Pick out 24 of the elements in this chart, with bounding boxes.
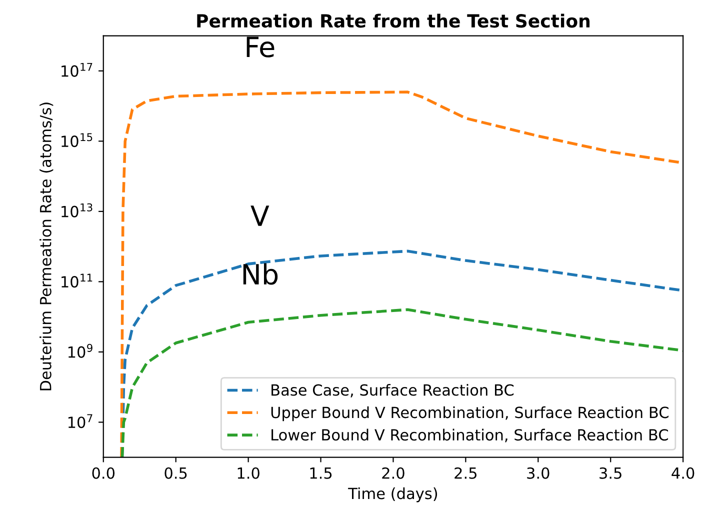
x-tick-label: 0.0: [92, 467, 115, 479]
y-tick-label: 10$^{11}$: [62, 274, 92, 288]
annotation: V: [250, 206, 270, 226]
x-tick-label: 0.5: [164, 467, 187, 479]
x-tick-label: 2.5: [454, 467, 476, 479]
annotation: Fe: [246, 36, 274, 58]
y-tick-label: 10$^{9}$: [68, 344, 92, 358]
y-tick-label: 10$^{7}$: [68, 414, 92, 428]
y-tick-label: 10$^{17}$: [62, 62, 92, 77]
legend-label: Base Case, Surface Reaction BC: [272, 384, 514, 398]
annotation: Nb: [243, 263, 278, 285]
x-axis-title: Time (days): [348, 487, 438, 502]
legend-label: Upper Bound V Recombination, Surface Reaction BC: [271, 406, 668, 422]
x-tick-label: 1.0: [238, 467, 260, 479]
x-tick-label: 3.0: [527, 467, 550, 479]
y-tick-label: 10$^{15}$: [62, 133, 92, 148]
x-tick-label: 3.5: [600, 467, 622, 479]
y-tick-label: 10$^{13}$: [62, 203, 92, 218]
y-axis-title: Deuterium Permeation Rate (atoms/s): [40, 102, 54, 390]
x-tick-label: 4.0: [672, 467, 694, 479]
chart-title: Permeation Rate from the Test Section: [197, 14, 590, 28]
x-tick-label: 2.0: [382, 467, 404, 479]
x-tick-label: 1.5: [310, 468, 332, 479]
legend-label: Lower Bound V Recombination, Surface Reaction BC: [272, 428, 668, 442]
